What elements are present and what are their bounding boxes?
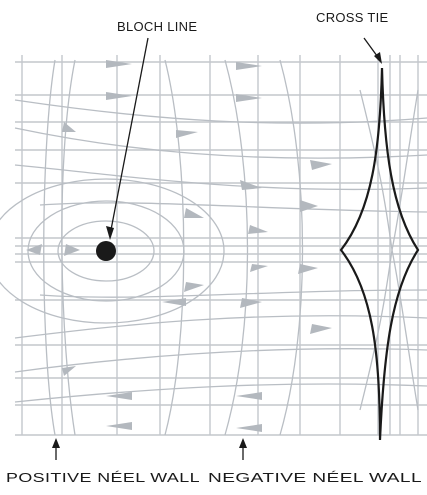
cross-tie-cusp-shape xyxy=(339,67,420,441)
arrow-9 xyxy=(300,200,318,212)
bloch-line-pointer xyxy=(109,37,149,236)
positive-neel-wall-pointer-head xyxy=(52,438,60,448)
arrow-10 xyxy=(248,225,268,234)
field-loop-1 xyxy=(57,220,155,282)
field-line-left-1 xyxy=(43,59,56,436)
arrow-12 xyxy=(26,244,42,255)
bloch-line-label: BLOCH LINE xyxy=(117,19,197,34)
cross-tie-label: CROSS TIE xyxy=(316,10,389,25)
arrow-23 xyxy=(62,122,76,132)
arrow-17 xyxy=(310,324,332,334)
arrow-1 xyxy=(106,60,132,68)
bloch-line-dot xyxy=(96,241,116,261)
arrow-4 xyxy=(236,94,262,102)
arrow-18 xyxy=(162,298,186,306)
arrow-19 xyxy=(106,392,132,400)
field-line-lower-1 xyxy=(39,289,427,298)
grid-horizontal-lines xyxy=(15,61,427,436)
arrow-11 xyxy=(64,244,80,256)
cross-tie-pointer-head xyxy=(374,52,382,64)
arrow-5 xyxy=(176,130,198,138)
arrow-20 xyxy=(236,392,262,400)
positive-neel-wall-label: POSITIVE NÉEL WALL xyxy=(6,470,200,485)
field-line-right-2 xyxy=(391,89,419,411)
field-loop-3 xyxy=(0,178,225,324)
field-line-left-2 xyxy=(61,59,76,436)
field-line-center-3 xyxy=(279,59,304,436)
field-line-lower-2 xyxy=(14,315,427,339)
pointer-lines xyxy=(52,37,382,460)
arrow-24 xyxy=(62,366,76,376)
field-line-lower-3 xyxy=(14,348,427,373)
magnetization-arrows xyxy=(26,60,332,432)
arrow-3 xyxy=(106,92,132,100)
field-line-upper-1 xyxy=(14,127,427,159)
arrow-8 xyxy=(184,208,204,218)
bloch-line-pointer-head xyxy=(106,226,114,240)
arrow-16 xyxy=(240,298,262,308)
arrow-7 xyxy=(240,180,262,190)
arrow-15 xyxy=(184,282,204,292)
arrow-22 xyxy=(236,424,262,432)
field-lines xyxy=(0,59,427,436)
arrow-6 xyxy=(310,160,332,170)
arrow-2 xyxy=(236,62,262,70)
field-line-upper-3 xyxy=(39,202,427,213)
arrow-14 xyxy=(298,264,318,274)
negative-neel-wall-pointer-head xyxy=(239,438,247,448)
field-line-center-2 xyxy=(224,59,249,436)
field-line-center-1 xyxy=(164,59,185,436)
arrow-21 xyxy=(106,422,132,430)
negative-neel-wall-label: NEGATIVE NÉEL WALL xyxy=(208,470,422,485)
field-line-upper-2 xyxy=(14,164,427,191)
arrow-13 xyxy=(250,264,268,272)
